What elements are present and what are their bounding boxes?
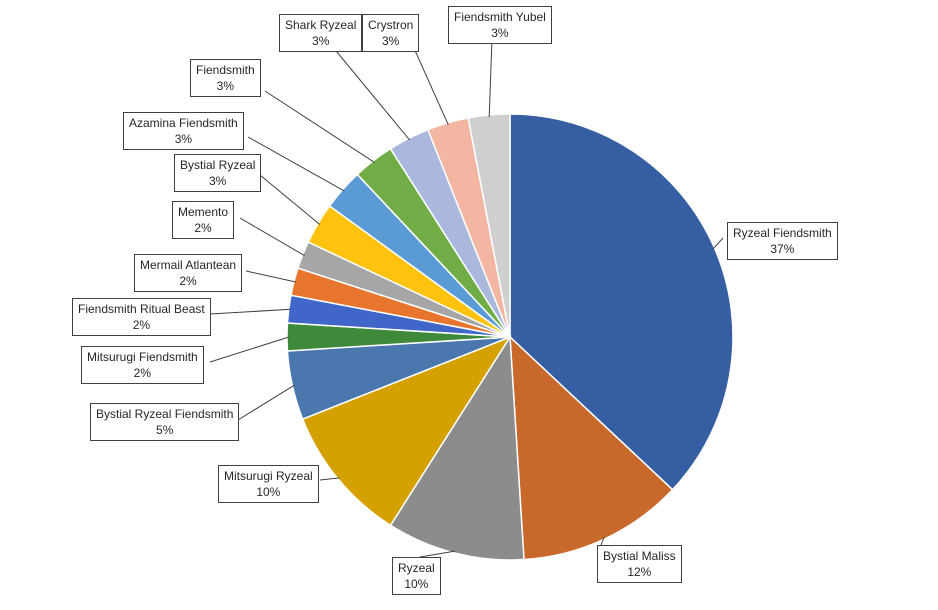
data-label-category: Shark Ryzeal (285, 18, 357, 32)
leader-line (237, 384, 295, 421)
pie-slice-ryzeal (389, 334, 525, 561)
leader-line (488, 37, 493, 118)
data-label: Mitsurugi Ryzeal 10% (218, 465, 319, 503)
data-label-category: Mitsurugi Fiendsmith (87, 350, 198, 364)
data-label-value: 3% (216, 79, 235, 93)
leader-line (264, 90, 375, 163)
data-label-category: Bystial Ryzeal Fiendsmith (96, 407, 234, 421)
leader-line (239, 217, 305, 257)
data-label-value: 3% (312, 34, 330, 48)
data-label-value: 10% (256, 485, 281, 499)
data-label: Fiendsmith Ritual Beast 2% (72, 298, 211, 336)
leader-line (712, 237, 724, 250)
leader-line (331, 45, 411, 141)
data-label: Crystron 3% (362, 14, 420, 52)
data-label: Shark Ryzeal 3% (279, 14, 363, 52)
data-label-value: 3% (382, 34, 400, 48)
data-label-category: Fiendsmith Yubel (454, 10, 546, 24)
data-label-value: 10% (404, 577, 429, 591)
leader-line (412, 45, 449, 126)
data-label-value: 5% (156, 423, 174, 437)
data-label: Fiendsmith Yubel 3% (448, 6, 552, 44)
data-label-value: 2% (133, 366, 152, 380)
data-label-value: 2% (194, 221, 212, 235)
data-label-category: Bystial Maliss (603, 549, 676, 563)
leader-line (319, 477, 340, 481)
data-label: Bystial Ryzeal 3% (174, 154, 262, 192)
data-label-value: 3% (209, 174, 227, 188)
pie-slice-bystial-maliss (509, 335, 674, 561)
data-label-category: Mitsurugi Ryzeal (224, 469, 313, 483)
data-label-category: Fiendsmith (196, 63, 255, 77)
data-label-category: Ryzeal (398, 561, 435, 575)
data-label-value: 37% (770, 242, 795, 256)
data-label: Ryzeal 10% (392, 557, 441, 595)
data-label: Azamina Fiendsmith 3% (123, 112, 244, 150)
data-label: Bystial Ryzeal Fiendsmith 5% (90, 403, 240, 441)
data-label-value: 3% (174, 132, 193, 146)
leader-line (419, 550, 456, 558)
data-label: Mitsurugi Fiendsmith 2% (81, 346, 204, 384)
data-label: Memento 2% (172, 201, 235, 239)
data-label-value: 2% (132, 318, 151, 332)
data-label-category: Bystial Ryzeal (180, 158, 256, 172)
data-label-category: Fiendsmith Ritual Beast (78, 302, 205, 316)
data-label-category: Ryzeal Fiendsmith (733, 226, 832, 240)
pie-slice-ryzeal-fiendsmith (509, 113, 734, 491)
data-label-category: Crystron (368, 18, 414, 32)
leader-line (247, 136, 345, 192)
data-label-category: Memento (178, 205, 229, 219)
data-label-category: Mermail Atlantean (140, 258, 237, 272)
data-label-value: 3% (491, 26, 509, 40)
leader-line (209, 308, 291, 315)
data-label: Mermail Atlantean 2% (134, 254, 243, 292)
leader-line (245, 270, 297, 283)
data-label-value: 12% (627, 565, 652, 579)
data-label: Ryzeal Fiendsmith 37% (727, 222, 838, 260)
leader-line (209, 336, 290, 363)
leader-line (259, 174, 321, 225)
data-label: Fiendsmith 3% (190, 59, 261, 97)
pie-slice-mitsurugi-ryzeal (301, 335, 512, 527)
data-label-value: 2% (179, 274, 197, 288)
data-label: Bystial Maliss 12% (597, 545, 682, 583)
data-label-category: Azamina Fiendsmith (129, 116, 238, 130)
